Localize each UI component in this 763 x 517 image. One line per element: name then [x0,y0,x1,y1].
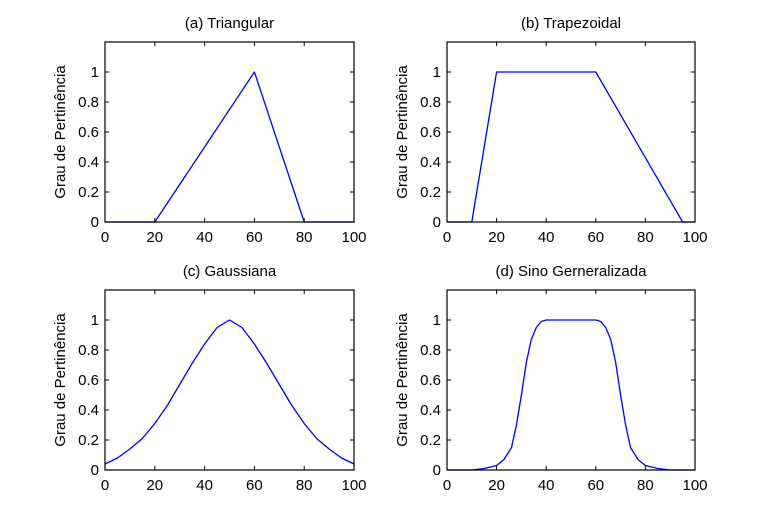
x-tick-label: 100 [682,229,707,246]
x-tick-label: 20 [488,477,505,494]
subplot-sino-generalizada: (d) Sino Gerneralizada Grau de Pertinênc… [394,263,708,494]
x-tick-label: 80 [637,229,654,246]
subplot-trapezoidal: (b) Trapezoidal Grau de Pertinência 0 20 4… [394,15,708,246]
subplot-title: (d) Sino Gerneralizada [496,263,648,280]
x-tick-label: 40 [538,477,555,494]
y-tick-label: 0.2 [78,432,99,449]
y-axis-label: Grau de Pertinência [52,65,69,199]
y-tick-label: 0.4 [78,154,99,171]
series-line [104,319,355,465]
x-tick-label: 60 [246,229,263,246]
y-tick-label: 0.6 [78,372,99,389]
x-tick-label: 60 [246,477,263,494]
x-tick-label: 0 [101,477,109,494]
y-tick-label: 0.8 [420,342,441,359]
y-tick-label: 0 [433,462,441,479]
y-axis-label: Grau de Pertinência [394,65,411,199]
x-tick-label: 60 [587,229,604,246]
y-axis-label: Grau de Pertinência [52,313,69,447]
x-tick-label: 20 [146,229,163,246]
x-tick-label: 40 [538,229,555,246]
y-tick-label: 0.8 [78,342,99,359]
y-tick-label: 1 [91,312,99,329]
x-tick-label: 0 [443,477,451,494]
series-line [447,71,695,223]
subplot-triangular: (a) Triangular Grau de Pertinência 0 20 40… [52,15,367,246]
axes-frame [446,41,696,223]
series-line [447,319,695,471]
y-tick-label: 0.4 [420,402,441,419]
y-tick-label: 0.4 [420,154,441,171]
x-tick-label: 0 [101,229,109,246]
y-tick-label: 0.6 [420,124,441,141]
subplot-title: (a) Triangular [185,15,274,32]
x-tick-label: 0 [443,229,451,246]
y-tick-label: 0.4 [78,402,99,419]
y-tick-label: 0.2 [78,184,99,201]
x-tick-label: 40 [196,229,213,246]
y-tick-label: 0 [433,214,441,231]
y-tick-label: 1 [433,64,441,81]
x-tick-label: 40 [196,477,213,494]
y-tick-label: 1 [433,312,441,329]
series-line [105,71,354,223]
x-tick-label: 100 [341,229,366,246]
y-tick-label: 1 [91,64,99,81]
subplot-title: (b) Trapezoidal [521,15,621,32]
y-tick-label: 0.6 [78,124,99,141]
y-tick-label: 0.2 [420,432,441,449]
axes-frame [104,41,355,223]
x-tick-label: 100 [682,477,707,494]
subplot-title: (c) Gaussiana [183,263,277,280]
y-tick-label: 0.6 [420,372,441,389]
subplot-gaussiana: (c) Gaussiana Grau de Pertinência 0 20 40 6… [52,263,367,494]
x-tick-label: 80 [637,477,654,494]
x-tick-label: 100 [341,477,366,494]
x-tick-label: 80 [296,477,313,494]
y-tick-label: 0.8 [420,94,441,111]
x-tick-label: 60 [587,477,604,494]
axes-frame [104,289,355,471]
x-tick-label: 20 [488,229,505,246]
y-axis-label: Grau de Pertinência [394,313,411,447]
y-tick-label: 0 [91,214,99,231]
x-tick-label: 20 [146,477,163,494]
y-tick-label: 0 [91,462,99,479]
y-tick-label: 0.8 [78,94,99,111]
y-tick-label: 0.2 [420,184,441,201]
axes-frame [446,289,696,471]
x-tick-label: 80 [296,229,313,246]
